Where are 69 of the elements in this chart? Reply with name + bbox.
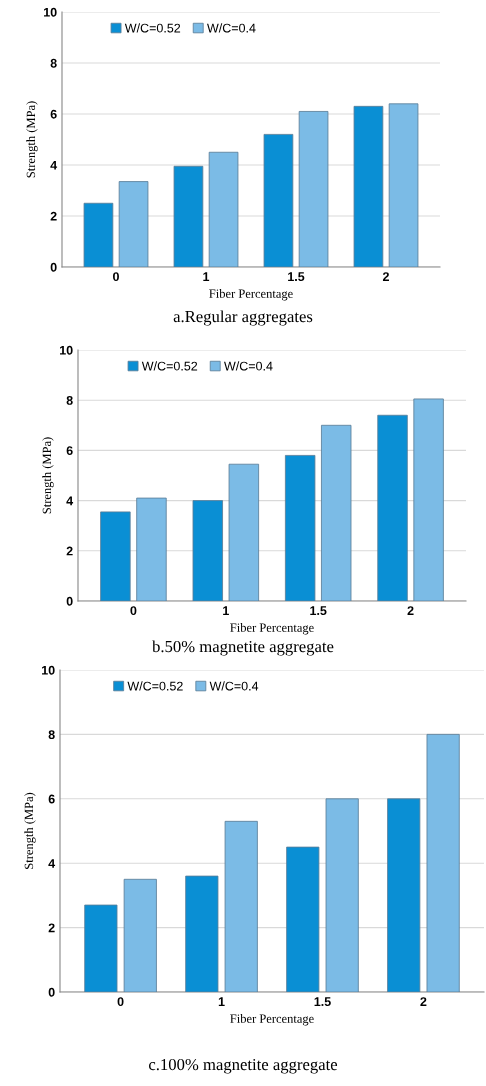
y-axis-title: Strength (MPa) bbox=[42, 437, 54, 514]
bar bbox=[100, 511, 131, 601]
y-tick-label: 10 bbox=[60, 345, 73, 355]
x-tick-label: 1 bbox=[203, 272, 210, 281]
y-tick-label: 8 bbox=[50, 58, 57, 68]
text: a.Regular aggregates bbox=[173, 310, 313, 326]
x-tick-label: 1 bbox=[218, 997, 225, 1006]
y-tick-label: 10 bbox=[44, 7, 57, 17]
bar bbox=[426, 733, 460, 992]
x-tick-label: 2 bbox=[382, 272, 389, 281]
bar bbox=[284, 455, 316, 601]
bar bbox=[387, 798, 421, 992]
bar bbox=[185, 875, 219, 992]
bar bbox=[136, 497, 167, 601]
y-tick-label: 8 bbox=[48, 730, 55, 740]
x-axis-title: Fiber Percentage bbox=[209, 289, 293, 301]
y-tick-label: 4 bbox=[50, 160, 58, 170]
bar bbox=[286, 846, 320, 992]
legend-label: W/C=0.52 bbox=[127, 681, 183, 691]
y-tick-label: 0 bbox=[50, 262, 57, 272]
y-tick-label: 6 bbox=[50, 109, 57, 119]
y-tick-label: 2 bbox=[66, 546, 73, 556]
x-tick-label: 2 bbox=[407, 606, 414, 615]
y-tick-label: 6 bbox=[66, 446, 73, 456]
y-axis-title: Strength (MPa) bbox=[26, 101, 38, 178]
text: b.50% magnetite aggregate bbox=[152, 640, 334, 656]
bar bbox=[298, 111, 329, 267]
y-tick-label: 0 bbox=[48, 987, 55, 997]
bar bbox=[84, 904, 118, 992]
y-tick-label: 4 bbox=[48, 859, 56, 868]
legend-label: W/C=0.4 bbox=[224, 361, 273, 371]
x-axis-title: Fiber Percentage bbox=[230, 1014, 314, 1026]
legend-label: W/C=0.52 bbox=[141, 361, 198, 371]
bar bbox=[224, 820, 258, 992]
y-tick-label: 2 bbox=[48, 923, 55, 933]
x-tick-label: 1 bbox=[223, 606, 229, 615]
bar bbox=[123, 878, 157, 992]
x-tick-label: 1.5 bbox=[288, 272, 305, 282]
y-tick-label: 8 bbox=[66, 396, 73, 405]
legend-label: W/C=0.4 bbox=[209, 681, 259, 691]
x-tick-label: 0 bbox=[113, 272, 119, 282]
y-tick-label: 10 bbox=[42, 665, 55, 675]
x-tick-label: 1.5 bbox=[310, 606, 327, 616]
x-axis-title: Fiber Percentage bbox=[230, 623, 314, 635]
bar bbox=[173, 165, 204, 267]
bar bbox=[321, 424, 352, 601]
text: c.100% magnetite aggregate bbox=[149, 1058, 338, 1074]
y-axis-title: Strength (MPa) bbox=[24, 792, 36, 869]
x-tick-label: 2 bbox=[420, 997, 427, 1006]
bar bbox=[263, 133, 294, 267]
y-tick-label: 4 bbox=[66, 496, 74, 506]
bar bbox=[353, 105, 384, 267]
bar bbox=[83, 202, 114, 267]
legend-label: W/C=0.52 bbox=[124, 23, 181, 33]
y-tick-label: 6 bbox=[48, 794, 55, 804]
y-tick-label: 2 bbox=[50, 211, 57, 221]
bar bbox=[228, 463, 260, 601]
bar bbox=[388, 103, 419, 267]
bar bbox=[325, 798, 359, 992]
bar bbox=[192, 500, 223, 601]
bar bbox=[413, 398, 444, 601]
legend-label: W/C=0.4 bbox=[207, 23, 256, 33]
x-tick-label: 0 bbox=[130, 606, 137, 616]
x-tick-label: 1.5 bbox=[314, 997, 331, 1007]
x-tick-label: 0 bbox=[117, 997, 124, 1007]
bar bbox=[118, 181, 149, 267]
bar bbox=[377, 414, 408, 601]
bar bbox=[208, 151, 239, 267]
y-tick-label: 0 bbox=[66, 596, 73, 606]
